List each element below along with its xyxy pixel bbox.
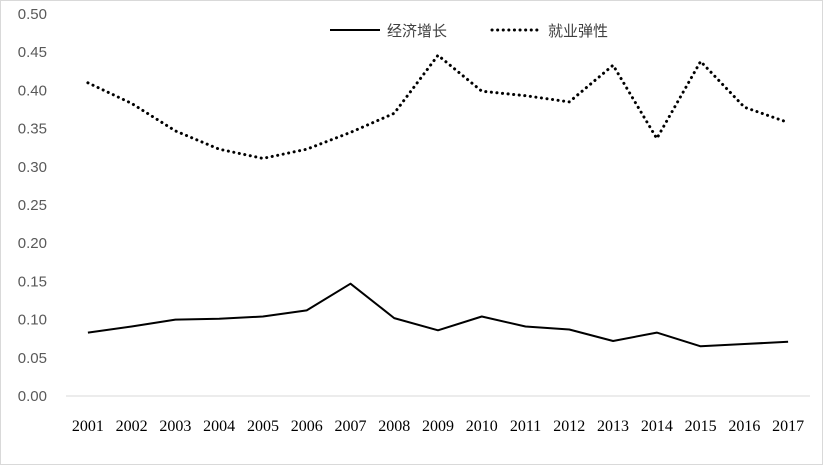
series-line-dotted <box>86 53 790 160</box>
x-tick-label: 2004 <box>203 418 235 435</box>
x-tick-label: 2008 <box>378 418 410 435</box>
x-tick-label: 2001 <box>72 418 104 435</box>
y-axis-ticks: 0.00 0.05 0.10 0.15 0.20 0.25 0.30 0.35 0.40 0.45… <box>18 6 47 405</box>
x-tick-label: 2006 <box>291 418 323 435</box>
y-tick-label: 0.10 <box>18 312 47 329</box>
x-tick-label: 2011 <box>510 418 541 435</box>
legend-label-series-2: 就业弹性 <box>548 22 608 40</box>
y-tick-label: 0.45 <box>18 44 47 61</box>
y-tick-label: 0.00 <box>18 388 47 405</box>
x-tick-label: 2003 <box>159 418 191 435</box>
y-tick-label: 0.30 <box>18 159 47 176</box>
legend-label-series-1: 经济增长 <box>387 22 447 40</box>
x-tick-label: 2016 <box>728 418 760 435</box>
y-tick-label: 0.35 <box>18 121 47 138</box>
y-tick-label: 0.40 <box>18 82 47 99</box>
y-tick-label: 0.20 <box>18 235 47 252</box>
x-axis-ticks: 2001 2002 2003 2004 2005 2006 2007 2008 2009 2010… <box>72 418 804 435</box>
x-tick-label: 2007 <box>334 418 366 435</box>
series-lines <box>86 53 790 348</box>
y-tick-label: 0.25 <box>18 197 47 214</box>
x-tick-label: 2015 <box>685 418 717 435</box>
legend: 经济增长 就业弹性 <box>330 22 608 40</box>
x-tick-label: 2009 <box>422 418 454 435</box>
x-tick-label: 2002 <box>116 418 148 435</box>
y-tick-label: 0.15 <box>18 273 47 290</box>
x-tick-label: 2014 <box>641 418 673 435</box>
y-tick-label: 0.50 <box>18 6 47 23</box>
series-line-solid <box>87 282 789 348</box>
x-tick-label: 2012 <box>553 418 585 435</box>
y-tick-label: 0.05 <box>18 350 47 367</box>
x-tick-label: 2010 <box>466 418 498 435</box>
x-tick-label: 2005 <box>247 418 279 435</box>
x-tick-label: 2017 <box>772 418 804 435</box>
x-tick-label: 2013 <box>597 418 629 435</box>
